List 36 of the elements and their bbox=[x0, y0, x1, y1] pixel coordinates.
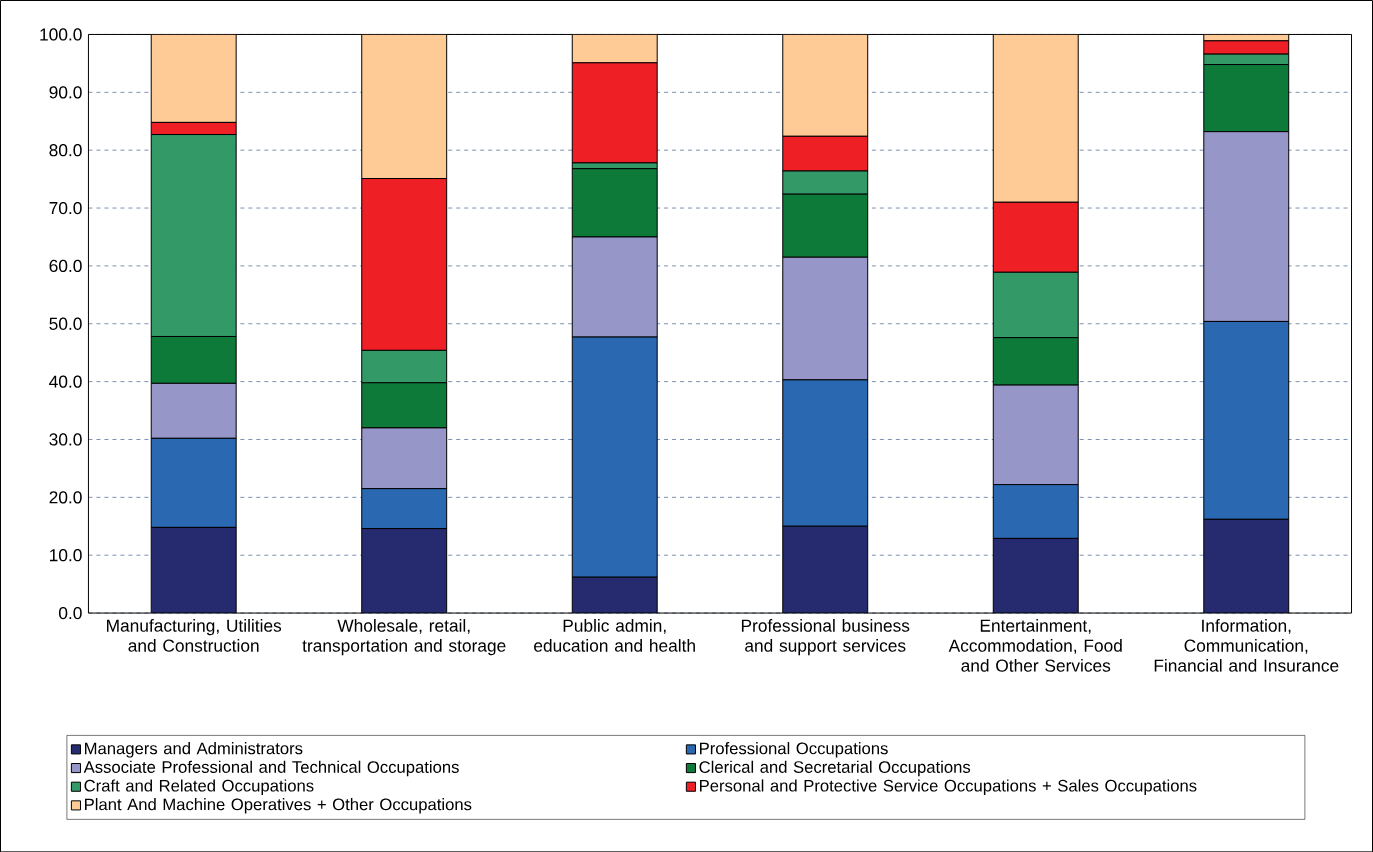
bar bbox=[361, 527, 448, 613]
y-tick-label: 10.0 bbox=[50, 548, 82, 562]
bar bbox=[992, 34, 1079, 203]
legend-label: Craft and Related Occupations bbox=[84, 779, 314, 795]
legend-label: Clerical and Secretarial Occupations bbox=[699, 760, 971, 777]
y-tick-label: 90.0 bbox=[49, 86, 82, 99]
legend-label: Associate Professional and Technical Occupations bbox=[83, 760, 459, 777]
y-tick-label: 50.0 bbox=[49, 317, 82, 330]
x-tick-label: Public admin, education and health bbox=[534, 618, 695, 652]
bar bbox=[571, 62, 658, 164]
legend-label: Managers and Administrators bbox=[85, 741, 303, 758]
y-tick-label: 70.0 bbox=[49, 201, 82, 214]
y-tick-label: 0.0 bbox=[58, 606, 82, 619]
bar bbox=[150, 526, 237, 613]
y-tick-label: 60.0 bbox=[49, 259, 82, 272]
legend-label: Personal and Protective Service Occupations + Sales Occupations bbox=[700, 779, 1197, 795]
legend-label: Plant And Machine Operatives + Other Occupations bbox=[85, 797, 472, 814]
bar bbox=[1203, 518, 1290, 613]
bar bbox=[992, 537, 1079, 613]
y-tick-label: 30.0 bbox=[49, 433, 82, 446]
x-tick-label: Wholesale, retail, transportation and storage bbox=[302, 618, 506, 656]
bar bbox=[571, 576, 658, 613]
x-tick-label: Entertainment, Accommodation, Food and Other Services bbox=[948, 618, 1122, 672]
bar bbox=[782, 525, 869, 613]
x-tick-label: Professional business and support services bbox=[741, 618, 910, 656]
y-tick-label: 40.0 bbox=[49, 375, 82, 388]
y-tick-label: 20.0 bbox=[49, 491, 82, 504]
x-tick-label: Manufacturing, Utilities and Construction bbox=[107, 618, 282, 652]
y-tick-label: 100.0 bbox=[40, 28, 82, 41]
bar bbox=[571, 34, 658, 64]
bar bbox=[361, 34, 448, 179]
bar bbox=[150, 34, 237, 123]
y-tick-label: 80.0 bbox=[49, 143, 82, 157]
bar bbox=[782, 34, 869, 137]
legend-label: Professional Occupations bbox=[700, 741, 888, 758]
x-tick-label: Information, Communication, Financial and Insurance bbox=[1154, 618, 1339, 672]
